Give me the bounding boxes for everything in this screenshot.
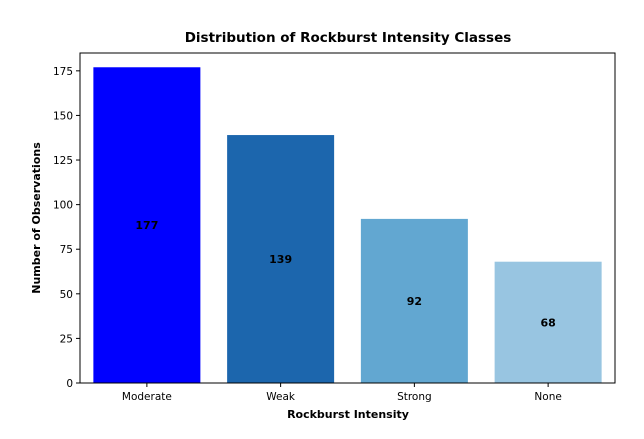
- data-label-moderate: 177: [135, 219, 158, 232]
- x-tick-label-weak: Weak: [266, 391, 296, 403]
- plot-frame: [79, 52, 616, 384]
- y-tick-label: 150: [53, 110, 73, 122]
- bar-group: [93, 67, 602, 384]
- x-tick-label-none: None: [534, 391, 561, 403]
- x-axis-label: Rockburst Intensity: [287, 408, 409, 421]
- bar-strong: [360, 218, 468, 383]
- bar-none: [494, 261, 602, 383]
- data-label-none: 68: [540, 316, 555, 329]
- bar-weak: [227, 135, 335, 383]
- data-label-strong: 92: [407, 295, 422, 308]
- x-axis-ticks: Moderate Weak Strong None: [122, 383, 562, 403]
- data-label-weak: 139: [269, 253, 292, 266]
- x-tick-label-moderate: Moderate: [122, 391, 172, 403]
- y-tick-label: 100: [53, 200, 73, 212]
- y-axis-label: Number of Observations: [30, 142, 43, 294]
- bar-moderate: [93, 67, 201, 384]
- chart-title: Distribution of Rockburst Intensity Clas…: [185, 30, 512, 46]
- y-tick-label: 75: [60, 244, 73, 256]
- y-axis-ticks: 0 25 50 75 100 125 150 175: [53, 66, 80, 390]
- y-tick-label: 175: [53, 66, 73, 78]
- x-tick-label-strong: Strong: [397, 391, 432, 403]
- y-tick-label: 25: [60, 333, 73, 345]
- y-tick-label: 125: [53, 155, 73, 167]
- y-tick-label: 50: [60, 289, 73, 301]
- y-tick-label: 0: [66, 378, 73, 390]
- data-label-group: 177 139 92 68: [135, 219, 555, 329]
